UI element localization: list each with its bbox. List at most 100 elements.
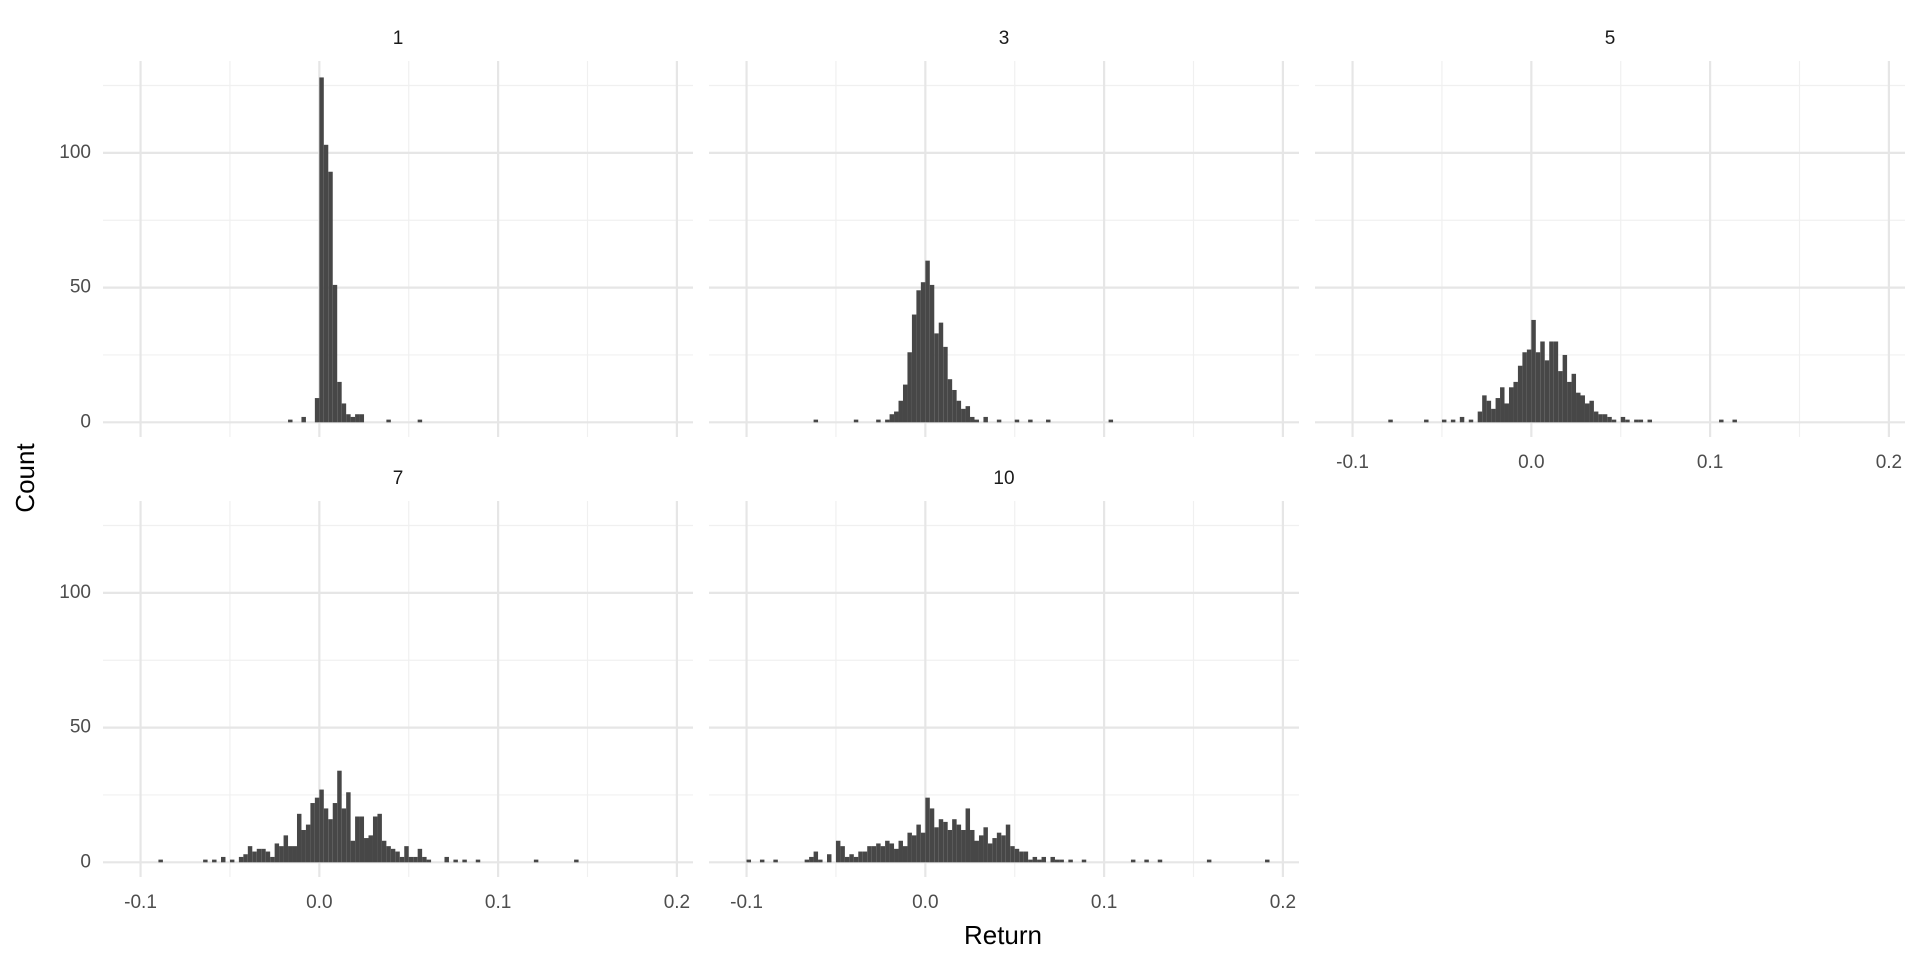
histogram-bar (889, 843, 895, 863)
histogram-bar (1032, 856, 1038, 863)
histogram-bar (1562, 354, 1568, 423)
histogram-bar (867, 846, 872, 863)
histogram-bar (243, 854, 248, 863)
histogram-bar (221, 856, 226, 863)
facet-title: 5 (1605, 28, 1616, 49)
x-axis-title: Return (964, 920, 1042, 950)
histogram-bar (1508, 387, 1514, 423)
histogram-bar (858, 851, 863, 863)
histogram-bar (399, 856, 405, 863)
histogram-bar (270, 856, 275, 863)
histogram-bar (1540, 341, 1545, 423)
histogram-bar (987, 843, 993, 863)
histogram-bar (916, 824, 921, 863)
y-tick-label: 100 (59, 142, 91, 163)
y-tick-label: 100 (59, 582, 91, 603)
histogram-bar (1028, 859, 1033, 863)
histogram-bar (773, 859, 778, 863)
histogram-bar (952, 819, 957, 863)
histogram-bar (1108, 419, 1114, 423)
histogram-bar (835, 840, 841, 863)
histogram-bar (1576, 392, 1581, 423)
histogram-bar (310, 803, 315, 863)
histogram-bar (417, 419, 423, 423)
histogram-bar (462, 859, 467, 863)
histogram-bar (862, 851, 868, 863)
histogram-bar (818, 859, 823, 863)
histogram-bar (261, 848, 266, 863)
y-tick-label: 0 (80, 411, 91, 432)
histogram-bar (359, 414, 365, 423)
x-tick-label: -0.1 (730, 892, 763, 913)
histogram-bar (1558, 371, 1563, 423)
histogram-bar (1602, 414, 1608, 423)
histogram-bar (938, 819, 944, 863)
x-tick-label: 0.1 (1697, 452, 1723, 473)
histogram-bar (574, 859, 579, 863)
histogram-bar (332, 803, 338, 863)
histogram-bar (296, 813, 302, 863)
histogram-bar (1504, 403, 1509, 423)
histogram-bar (1014, 848, 1020, 863)
facet-title: 3 (999, 28, 1010, 49)
histogram-bar (1068, 859, 1073, 863)
histogram-bar (355, 414, 360, 423)
histogram-bar (885, 840, 890, 863)
histogram-bar (746, 859, 752, 863)
histogram-bar (337, 381, 342, 423)
histogram-bar (894, 848, 899, 863)
histogram-bar (359, 816, 365, 863)
histogram-bar (974, 840, 979, 863)
histogram-bar (956, 400, 962, 423)
histogram-bar (301, 416, 306, 423)
histogram-bar (983, 416, 988, 423)
histogram-bar (283, 835, 289, 863)
histogram-bar (1130, 859, 1136, 863)
histogram-bar (301, 829, 306, 863)
histogram-bar (1005, 824, 1011, 863)
histogram-bar (256, 848, 262, 863)
facet-title: 1 (393, 28, 404, 49)
histogram-bar (1522, 352, 1527, 423)
histogram-bar (377, 813, 382, 863)
histogram-bar (965, 808, 971, 863)
histogram-bar (1571, 373, 1577, 423)
histogram-bar (1526, 349, 1532, 423)
histogram-bar (853, 856, 859, 863)
histogram-bar (332, 284, 338, 423)
histogram-bar (871, 846, 877, 863)
histogram-bar (1441, 419, 1447, 423)
histogram-bar (911, 835, 917, 863)
histogram-bar (1206, 859, 1212, 863)
histogram-bar (355, 816, 360, 863)
histogram-bar (319, 77, 324, 423)
histogram-bar (1495, 398, 1501, 423)
histogram-bar (350, 416, 356, 423)
histogram-bar (247, 846, 253, 863)
histogram-bar (956, 824, 962, 863)
histogram-bar (1081, 859, 1087, 863)
x-tick-label: -0.1 (124, 892, 157, 913)
y-tick-label: 50 (70, 277, 91, 298)
histogram-bar (265, 851, 271, 863)
histogram-bar (1625, 419, 1630, 423)
histogram-bar (1482, 395, 1487, 423)
histogram-bar (1593, 411, 1599, 423)
histogram-bar (229, 859, 235, 863)
histogram-bar (1424, 419, 1429, 423)
histogram-bar (319, 789, 324, 863)
histogram-bar (288, 419, 293, 423)
histogram-bar (849, 854, 854, 863)
histogram-bar (844, 856, 850, 863)
histogram-bar (1553, 341, 1559, 423)
x-tick-label: 0.0 (1518, 452, 1544, 473)
x-tick-label: 0.2 (1876, 452, 1902, 473)
histogram-bar (1513, 381, 1518, 423)
histogram-bar (934, 333, 939, 423)
histogram-bar (1054, 859, 1060, 863)
histogram-bar (279, 846, 284, 863)
histogram-bar (876, 419, 881, 423)
histogram-bar (274, 843, 280, 863)
x-tick-label: 0.0 (306, 892, 332, 913)
